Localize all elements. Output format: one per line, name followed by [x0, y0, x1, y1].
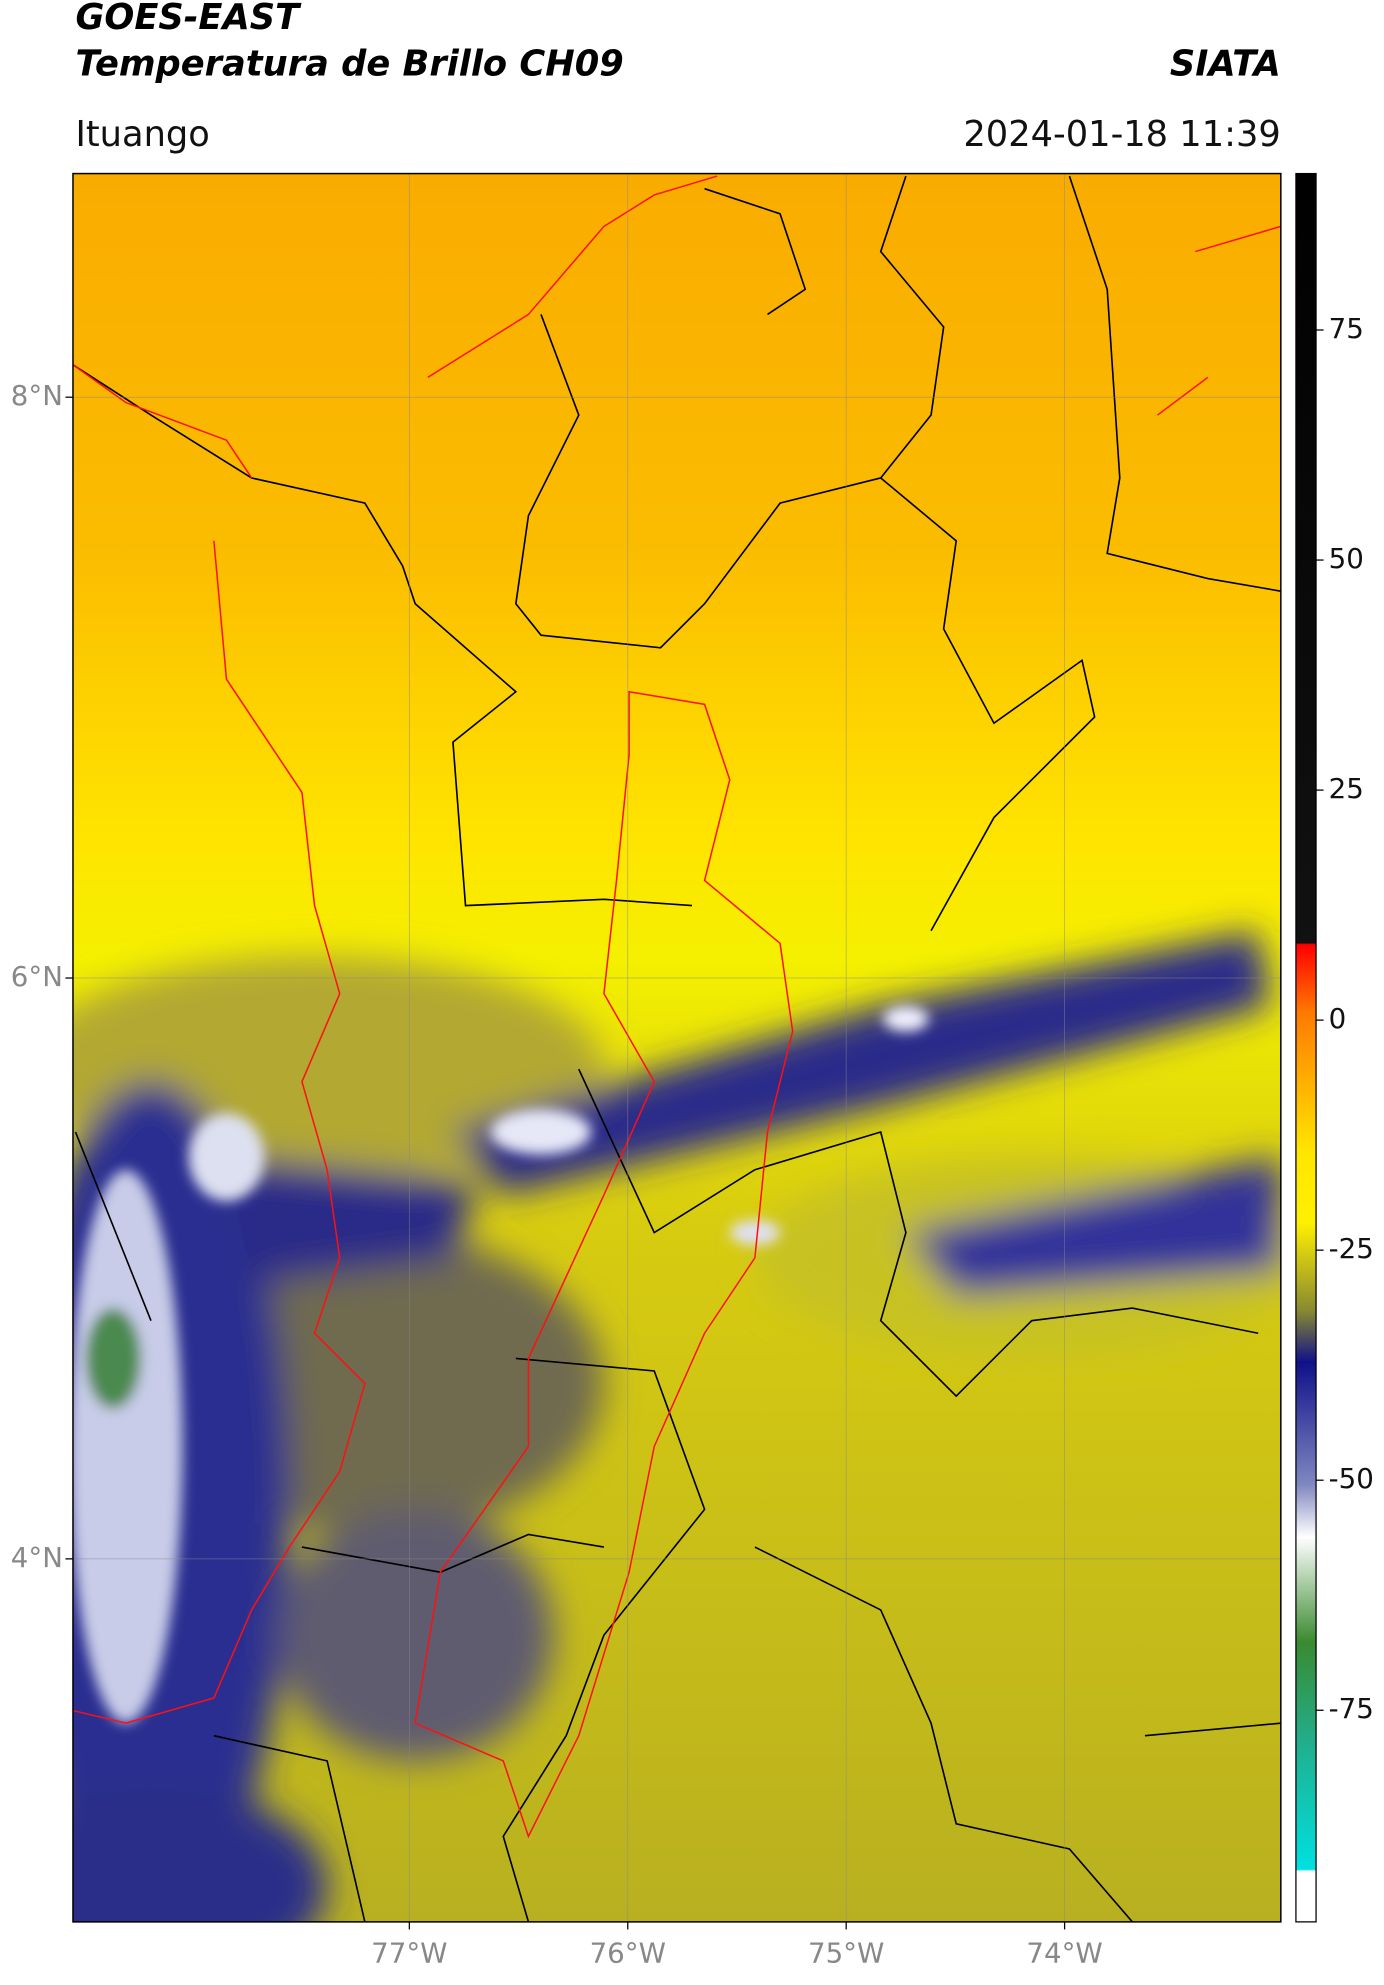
brand: SIATA	[1170, 43, 1281, 84]
subtitle: Temperatura de Brillo CH09	[75, 43, 623, 84]
datetime: 2024-01-18 11:39	[963, 114, 1280, 155]
y-tick-label: 4°N	[11, 1541, 63, 1574]
colorbar-tick-label: 0	[1329, 1002, 1347, 1035]
x-tick-label: 77°W	[371, 1937, 447, 1970]
satellite-image	[72, 173, 1281, 1922]
colorbar-tick-label: -50	[1329, 1462, 1374, 1495]
colorbar-tick-label: -25	[1329, 1232, 1374, 1265]
y-tick-label: 8°N	[11, 379, 63, 412]
x-tick-label: 76°W	[590, 1937, 666, 1970]
map-frame	[72, 172, 1282, 1923]
title: GOES-EAST	[75, 0, 302, 38]
boundaries	[72, 175, 1281, 1922]
colorbar-tick-label: 75	[1329, 312, 1364, 345]
x-tick-label: 74°W	[1026, 1937, 1102, 1970]
colorbar-tick-label: 25	[1329, 772, 1364, 805]
location: Ituango	[75, 114, 209, 155]
colorbar-tick-label: -75	[1329, 1692, 1374, 1725]
x-tick-label: 75°W	[808, 1937, 884, 1970]
colorbar	[1295, 172, 1317, 1923]
colorbar-tick-label: 50	[1329, 542, 1364, 575]
y-tick-label: 6°N	[11, 960, 63, 993]
